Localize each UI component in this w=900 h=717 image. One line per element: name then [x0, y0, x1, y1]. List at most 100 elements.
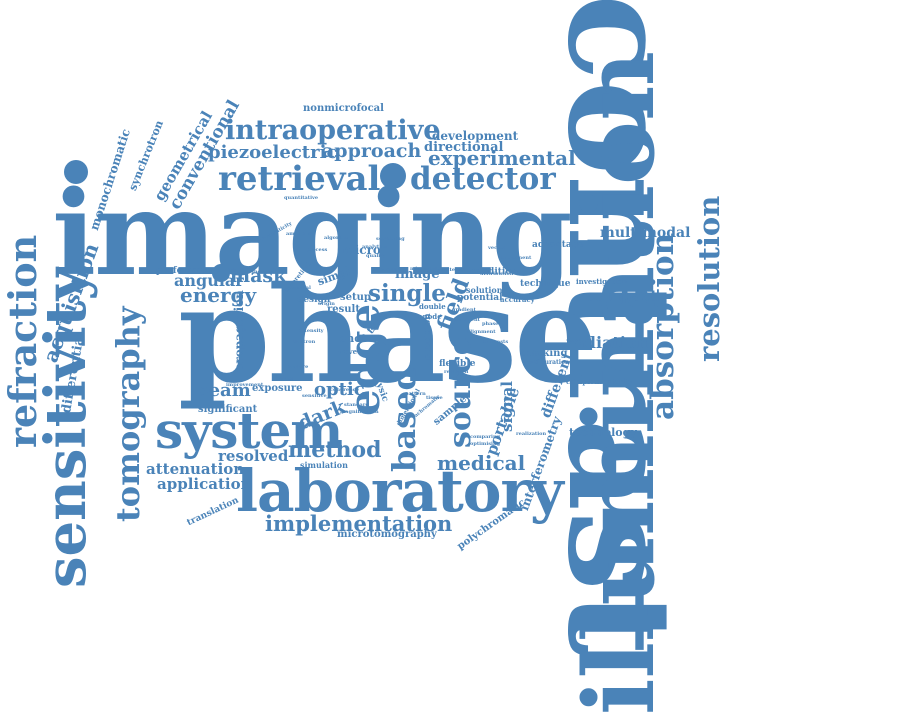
- word-piezoelectric: piezoelectric: [208, 142, 338, 163]
- word-quantitative: quantitative: [284, 195, 319, 201]
- word-setup: setup: [340, 292, 371, 303]
- word-spatial: spatial: [292, 285, 311, 291]
- word-absorption: absorption: [645, 232, 681, 420]
- word-resolution: resolution: [692, 195, 726, 362]
- word-feature: feature: [288, 364, 309, 370]
- word-propagation: propagation: [232, 290, 246, 372]
- word-comparing: comparing: [470, 434, 501, 440]
- word-coherence: coherence: [330, 387, 359, 393]
- word-design: design: [297, 295, 331, 305]
- word-directional: directional: [424, 140, 504, 155]
- word-energy: energy: [180, 283, 257, 307]
- word-intensity: intensity: [299, 328, 324, 334]
- word-application: application: [157, 475, 252, 493]
- decorative-dot: [212, 264, 230, 282]
- word-optic: optic: [314, 379, 365, 400]
- word-alignment: alignment: [467, 329, 496, 335]
- word-optimising: optimising: [470, 441, 501, 447]
- word-radiation: radiation: [566, 333, 649, 352]
- word-distribution: distribution: [480, 271, 514, 277]
- word-vector: vector: [488, 245, 506, 251]
- word-intraoperative: intraoperative: [225, 115, 441, 146]
- word-sensitive: sensitive: [302, 393, 327, 399]
- word-standard: standard: [344, 402, 369, 408]
- word-detector: detector: [410, 161, 556, 197]
- decorative-dot: [64, 160, 88, 184]
- word-tomography: tomography: [109, 306, 147, 522]
- word-quality: quality: [366, 253, 386, 259]
- word-origin: origin: [318, 301, 335, 307]
- word-result: result: [327, 304, 360, 315]
- word-complementarity: complementarity: [566, 377, 633, 386]
- word-configuration: configuration: [524, 359, 570, 366]
- word-algorithm: algorithm: [324, 235, 352, 241]
- word-laboratory: laboratory: [236, 457, 564, 525]
- word-significant: significant: [198, 404, 258, 415]
- word-performance: performance: [156, 266, 221, 276]
- word-potential: potential: [457, 293, 503, 303]
- word-refraction: refraction: [0, 234, 45, 448]
- word-tissue: tissue: [426, 395, 443, 401]
- word-microscale: microscale: [410, 266, 441, 272]
- word-realization: realization: [516, 431, 547, 437]
- word-beam: beam: [196, 380, 251, 401]
- word-research: research: [444, 369, 469, 375]
- word-amplified: amplified: [286, 231, 313, 237]
- decorative-dot: [380, 163, 406, 189]
- word-investigation: investigation: [576, 277, 628, 286]
- word-object: object: [276, 376, 294, 382]
- word-multimodal: multimodal: [600, 225, 691, 241]
- word-electron: electron: [292, 339, 316, 345]
- word-method: method: [288, 437, 382, 463]
- word-advantage: advantage: [532, 240, 584, 250]
- word-double: double: [419, 302, 446, 311]
- word-magnification: magnification: [340, 409, 379, 415]
- word-contrasts: contrasts: [482, 339, 509, 345]
- word-anode: anode: [418, 312, 442, 321]
- word-flexible: flexible: [439, 359, 476, 369]
- word-microtomography: microtomography: [337, 529, 437, 540]
- word-material: material: [441, 267, 465, 273]
- word-medical: medical: [437, 451, 526, 475]
- word-resolved: resolved: [218, 447, 289, 465]
- word-single: single: [368, 280, 446, 307]
- word-simulation: simulation: [300, 460, 348, 470]
- word-image: image: [395, 267, 440, 282]
- word-phases: phases: [482, 321, 502, 327]
- word-exposure: exposure: [252, 383, 303, 394]
- word-technology: technology: [569, 426, 637, 439]
- word-source: source: [443, 336, 478, 448]
- word-scattering: scattering: [376, 236, 405, 242]
- word-signal: signal: [498, 381, 516, 432]
- word-component: component: [500, 255, 532, 261]
- word-nonmicrofocal: nonmicrofocal: [303, 103, 384, 114]
- word-implementation: implementation: [265, 511, 453, 536]
- word-condition: condition: [470, 267, 518, 277]
- word-wave: wave: [338, 347, 358, 356]
- word-micro: micro: [342, 243, 381, 257]
- word-approach: approach: [322, 140, 422, 162]
- word-compact: compact: [586, 287, 658, 305]
- word-attenuation: attenuation: [146, 460, 245, 478]
- word-system: system: [155, 401, 343, 460]
- word-development: development: [432, 129, 519, 143]
- word-accuracy: accuracy: [500, 295, 535, 304]
- word-retrieval: retrieval: [218, 159, 381, 199]
- word-increase: increase: [252, 269, 276, 275]
- word-shot: shot: [340, 332, 367, 345]
- word-process: process: [306, 247, 328, 253]
- word-mask: mask: [230, 265, 287, 287]
- word-translation: translation: [185, 495, 241, 529]
- word-imaging: imaging: [52, 166, 573, 302]
- word-analytical: analytical: [362, 244, 390, 250]
- word-solution: solution: [466, 285, 503, 295]
- word-gradient: gradient: [452, 307, 476, 313]
- word-experimental: experimental: [428, 146, 576, 170]
- word-improvement: improvement: [226, 382, 264, 388]
- word-emergent: emergent: [453, 317, 480, 323]
- word-technique: technique: [520, 279, 571, 289]
- word-separate: separate: [373, 267, 398, 273]
- word-tracking: tracking: [520, 348, 568, 359]
- word-pattern: pattern: [405, 391, 426, 397]
